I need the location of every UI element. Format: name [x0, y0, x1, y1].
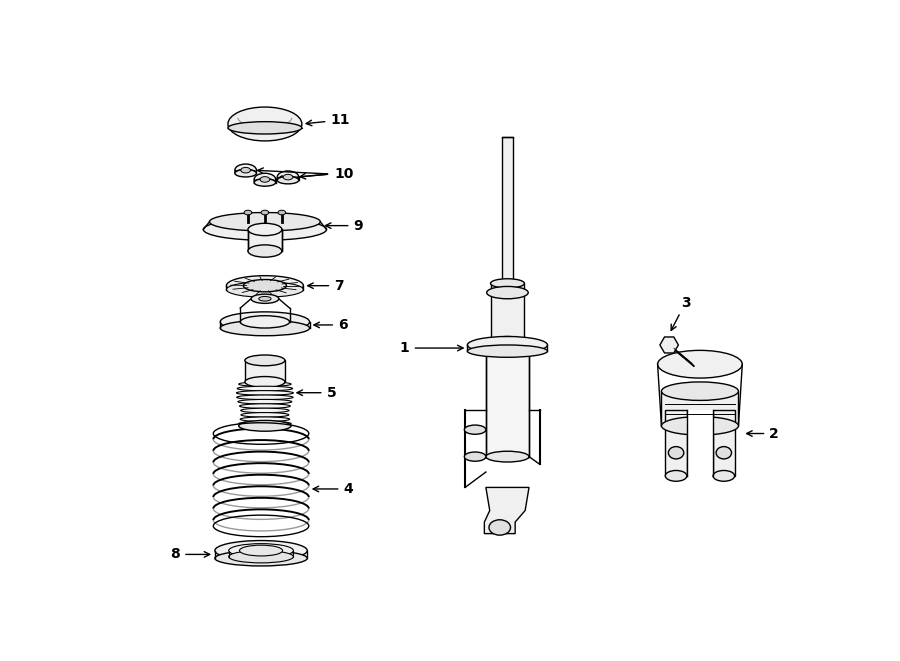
- Ellipse shape: [254, 173, 275, 186]
- Ellipse shape: [491, 336, 525, 346]
- Ellipse shape: [228, 107, 302, 141]
- Ellipse shape: [240, 417, 290, 422]
- Ellipse shape: [241, 167, 250, 173]
- Ellipse shape: [244, 210, 252, 215]
- Ellipse shape: [464, 452, 486, 461]
- Text: 5: 5: [297, 386, 337, 400]
- Ellipse shape: [248, 223, 282, 235]
- Ellipse shape: [235, 170, 256, 177]
- Ellipse shape: [227, 276, 303, 295]
- Bar: [502, 137, 513, 284]
- Bar: [486, 351, 529, 457]
- Ellipse shape: [243, 280, 286, 292]
- Ellipse shape: [215, 551, 307, 566]
- Bar: [687, 410, 713, 476]
- Bar: [665, 410, 687, 476]
- Ellipse shape: [239, 545, 283, 556]
- Polygon shape: [660, 337, 679, 353]
- Ellipse shape: [502, 280, 513, 286]
- Ellipse shape: [662, 416, 738, 435]
- Ellipse shape: [235, 169, 256, 176]
- Ellipse shape: [464, 425, 486, 434]
- Ellipse shape: [238, 382, 291, 387]
- Bar: [248, 229, 282, 251]
- Ellipse shape: [487, 286, 528, 299]
- Text: 9: 9: [326, 219, 363, 233]
- Ellipse shape: [238, 420, 291, 431]
- Ellipse shape: [229, 543, 293, 557]
- Ellipse shape: [245, 377, 285, 387]
- Text: 10: 10: [334, 167, 354, 181]
- Ellipse shape: [238, 421, 291, 426]
- Text: 4: 4: [313, 482, 353, 496]
- Ellipse shape: [258, 297, 271, 301]
- Ellipse shape: [210, 213, 320, 231]
- Ellipse shape: [277, 176, 299, 182]
- Text: 7: 7: [308, 279, 344, 293]
- Bar: [491, 284, 525, 341]
- Ellipse shape: [716, 447, 732, 459]
- Text: 1: 1: [400, 341, 464, 355]
- Ellipse shape: [467, 336, 547, 354]
- Ellipse shape: [277, 176, 299, 184]
- Ellipse shape: [251, 294, 279, 303]
- Ellipse shape: [489, 520, 510, 535]
- Text: 11: 11: [306, 113, 350, 127]
- Ellipse shape: [237, 395, 293, 399]
- Bar: [662, 391, 738, 426]
- Ellipse shape: [261, 210, 269, 215]
- Ellipse shape: [245, 355, 285, 366]
- Text: 3: 3: [671, 295, 690, 330]
- Text: 2: 2: [747, 426, 779, 440]
- Ellipse shape: [278, 210, 285, 215]
- Ellipse shape: [240, 408, 289, 412]
- Ellipse shape: [220, 312, 310, 332]
- Ellipse shape: [238, 399, 292, 404]
- Text: 8: 8: [170, 547, 210, 561]
- Ellipse shape: [260, 176, 270, 182]
- Ellipse shape: [284, 175, 292, 180]
- Ellipse shape: [228, 122, 302, 134]
- Ellipse shape: [215, 541, 307, 561]
- Bar: [713, 410, 734, 476]
- Ellipse shape: [237, 391, 293, 395]
- Ellipse shape: [658, 350, 742, 378]
- Ellipse shape: [229, 551, 293, 563]
- Polygon shape: [668, 343, 694, 367]
- Ellipse shape: [467, 345, 547, 358]
- Ellipse shape: [662, 382, 738, 401]
- Ellipse shape: [248, 245, 282, 257]
- Ellipse shape: [491, 279, 525, 288]
- Ellipse shape: [241, 412, 289, 417]
- Ellipse shape: [238, 386, 292, 391]
- Ellipse shape: [277, 171, 299, 183]
- Ellipse shape: [713, 471, 734, 481]
- Ellipse shape: [203, 219, 327, 240]
- Ellipse shape: [240, 316, 290, 328]
- Ellipse shape: [227, 282, 303, 297]
- Ellipse shape: [669, 447, 684, 459]
- Ellipse shape: [665, 471, 687, 481]
- Bar: [245, 360, 285, 382]
- Ellipse shape: [254, 179, 275, 186]
- Ellipse shape: [235, 164, 256, 176]
- Text: 6: 6: [314, 318, 347, 332]
- Ellipse shape: [486, 451, 529, 462]
- Polygon shape: [484, 487, 529, 533]
- Ellipse shape: [254, 178, 275, 185]
- Ellipse shape: [239, 404, 291, 408]
- Ellipse shape: [220, 321, 310, 336]
